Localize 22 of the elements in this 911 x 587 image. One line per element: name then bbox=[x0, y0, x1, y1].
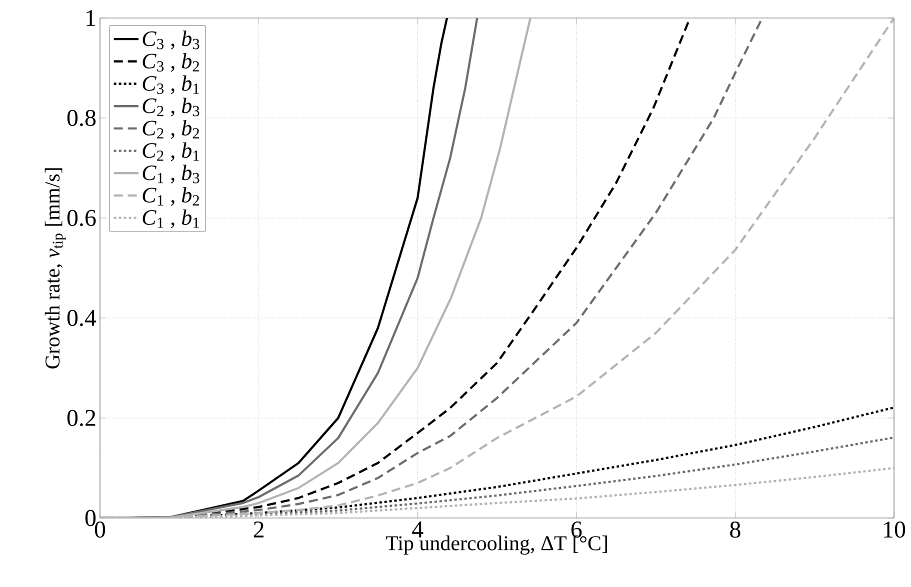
legend-label: C$_{3}$ , b$_{2}$ bbox=[142, 53, 200, 72]
legend-label: C$_{3}$ , b$_{3}$ bbox=[142, 30, 200, 50]
y-tick-label: 0.2 bbox=[67, 410, 96, 426]
y-tick-label: 1 bbox=[86, 10, 96, 26]
x-tick-label: 6 bbox=[571, 522, 582, 538]
y-tick-label: 0.4 bbox=[67, 310, 96, 326]
x-tick-label: 2 bbox=[254, 522, 264, 538]
legend-label: C$_{3}$ , b$_{1}$ bbox=[142, 75, 199, 94]
y-tick-label: 0.6 bbox=[67, 210, 96, 226]
x-tick-label: 4 bbox=[412, 522, 424, 538]
legend-label: C$_{1}$ , b$_{2}$ bbox=[142, 187, 200, 206]
x-tick-label: 10 bbox=[884, 522, 906, 538]
legend-label: C$_{2}$ , b$_{3}$ bbox=[142, 98, 200, 116]
legend-label: C$_{1}$ , b$_{3}$ bbox=[142, 164, 200, 184]
y-tick-label: 0.8 bbox=[67, 110, 96, 126]
legend-label: C$_{1}$ , b$_{1}$ bbox=[142, 209, 199, 228]
legend-label: C$_{2}$ , b$_{1}$ bbox=[142, 142, 199, 162]
x-axis-title: Tip undercooling, ΔT [°C] bbox=[386, 536, 607, 555]
legend-label: C$_{2}$ , b$_{2}$ bbox=[142, 120, 200, 139]
y-tick-label: 0 bbox=[85, 510, 96, 526]
y-axis-title: Growth rate, v$_{tip}$ [mm/s] bbox=[44, 168, 66, 368]
x-tick-label: 8 bbox=[730, 522, 740, 538]
